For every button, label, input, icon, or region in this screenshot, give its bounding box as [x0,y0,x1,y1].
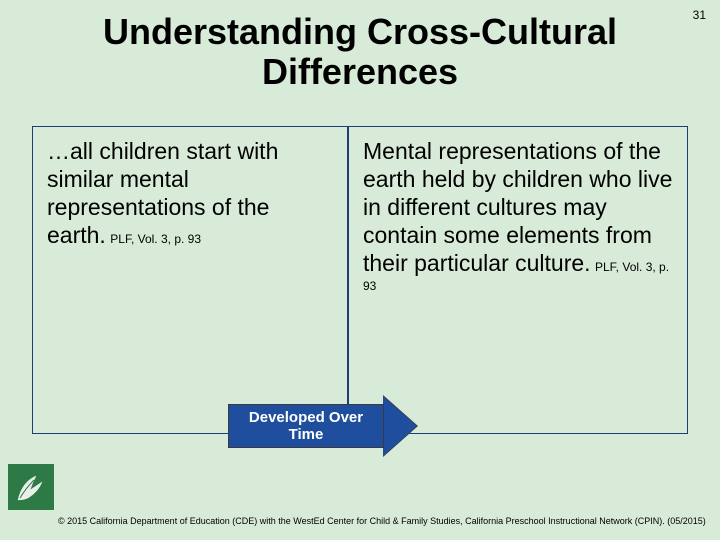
right-box: Mental representations of the earth held… [348,126,688,434]
footer-copyright: © 2015 California Department of Educatio… [58,516,708,526]
slide: 31 Understanding Cross-Cultural Differen… [0,0,720,540]
leaf-logo-icon [8,464,54,510]
left-box: …all children start with similar mental … [32,126,348,434]
content-boxes: …all children start with similar mental … [32,126,688,434]
page-number: 31 [693,8,706,22]
right-box-text: Mental representations of the earth held… [363,138,672,276]
arrow: Developed Over Time [228,396,428,456]
arrow-label: Developed Over Time [228,404,384,448]
left-box-citation: PLF, Vol. 3, p. 93 [110,232,201,246]
arrow-head-icon [383,396,417,456]
slide-title: Understanding Cross-Cultural Differences [0,0,720,97]
